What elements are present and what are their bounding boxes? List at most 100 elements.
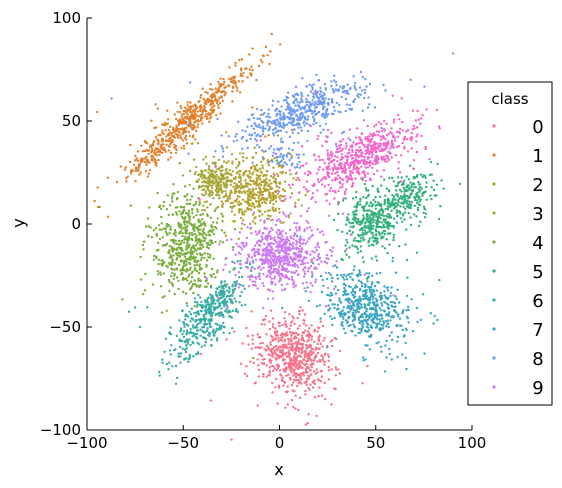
point xyxy=(242,185,245,189)
point xyxy=(163,261,166,264)
point xyxy=(405,309,408,312)
point xyxy=(296,333,300,336)
point xyxy=(262,375,265,378)
point xyxy=(141,243,145,247)
point xyxy=(259,126,262,129)
point xyxy=(292,381,295,384)
point xyxy=(371,281,374,284)
point xyxy=(331,276,334,280)
point xyxy=(315,105,318,109)
point xyxy=(186,241,189,245)
point xyxy=(211,105,214,109)
point xyxy=(269,50,272,53)
point xyxy=(260,149,264,152)
point xyxy=(271,254,274,258)
point xyxy=(129,160,132,164)
point xyxy=(410,201,413,204)
point xyxy=(177,123,180,127)
point xyxy=(220,324,224,327)
point xyxy=(240,290,243,294)
point xyxy=(157,134,160,137)
point xyxy=(194,138,197,141)
point xyxy=(295,123,298,127)
point xyxy=(228,66,231,69)
point xyxy=(388,243,391,246)
point xyxy=(350,272,354,275)
point xyxy=(369,335,372,339)
point xyxy=(353,313,356,316)
point xyxy=(184,350,188,354)
point xyxy=(323,353,327,356)
point xyxy=(161,139,165,143)
point xyxy=(208,176,211,180)
point xyxy=(243,372,246,375)
point xyxy=(182,261,186,265)
point xyxy=(316,242,320,245)
point xyxy=(223,231,226,234)
point xyxy=(367,323,370,326)
point xyxy=(375,312,379,315)
point xyxy=(153,152,157,156)
point xyxy=(277,354,280,357)
point xyxy=(324,241,327,244)
point xyxy=(304,393,307,396)
point xyxy=(341,309,344,312)
point xyxy=(353,286,356,289)
point xyxy=(396,340,399,343)
point xyxy=(258,277,261,281)
point xyxy=(272,369,275,372)
point xyxy=(332,112,335,116)
point xyxy=(198,231,201,235)
point xyxy=(290,192,294,195)
point xyxy=(199,352,203,356)
point xyxy=(348,103,351,107)
point xyxy=(197,311,200,314)
point xyxy=(210,338,213,341)
point xyxy=(372,295,375,299)
point xyxy=(296,384,299,388)
point xyxy=(243,287,246,290)
point xyxy=(286,385,289,388)
point xyxy=(164,129,167,132)
point xyxy=(289,366,292,369)
point xyxy=(268,179,271,182)
point xyxy=(205,109,208,113)
point xyxy=(228,168,232,172)
point xyxy=(359,287,362,290)
point xyxy=(196,210,199,213)
point xyxy=(319,274,323,278)
point xyxy=(219,169,222,173)
point xyxy=(403,190,406,193)
point xyxy=(167,149,171,152)
point xyxy=(360,306,364,309)
point xyxy=(327,369,330,372)
point xyxy=(185,301,188,305)
point xyxy=(261,232,264,235)
point xyxy=(297,259,300,262)
point xyxy=(172,232,176,236)
point xyxy=(331,303,334,306)
point xyxy=(199,328,202,331)
point xyxy=(226,283,229,286)
point xyxy=(306,227,309,230)
point xyxy=(375,233,378,237)
point xyxy=(353,98,357,101)
point xyxy=(169,125,172,128)
point xyxy=(178,254,181,257)
point xyxy=(247,176,251,179)
point xyxy=(214,175,218,179)
point xyxy=(262,174,265,178)
point xyxy=(277,365,280,368)
point xyxy=(338,297,341,300)
point xyxy=(180,146,183,150)
point xyxy=(201,229,204,233)
point xyxy=(329,340,333,343)
point xyxy=(303,117,307,120)
point xyxy=(263,348,266,351)
point xyxy=(299,235,302,238)
point xyxy=(279,129,283,132)
point xyxy=(310,229,313,232)
point xyxy=(141,150,145,153)
point xyxy=(429,160,433,164)
point xyxy=(381,317,384,320)
